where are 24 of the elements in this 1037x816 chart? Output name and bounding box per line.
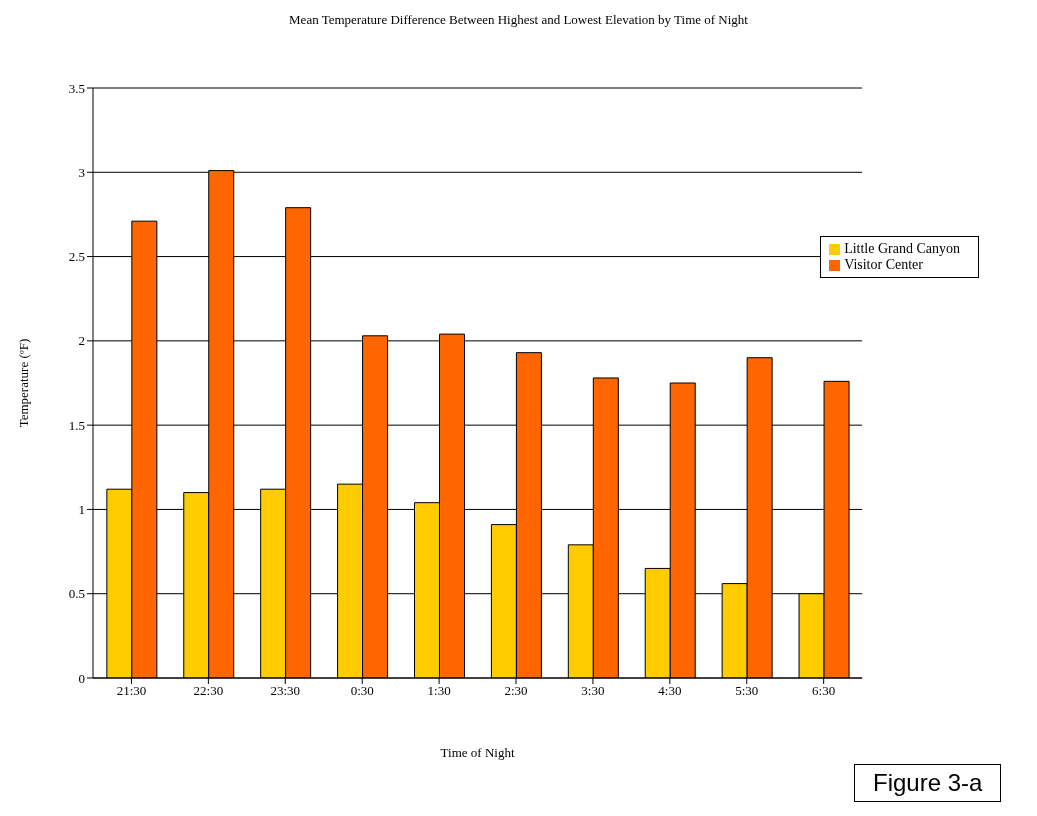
y-axis-title: Temperature (ºF) xyxy=(15,338,31,428)
x-tick-label: 0:30 xyxy=(350,683,374,699)
legend-label: Visitor Center xyxy=(844,257,923,272)
legend-label: Little Grand Canyon xyxy=(844,241,960,256)
x-tick-label: 2:30 xyxy=(504,683,528,699)
y-tick-label: 1 xyxy=(78,502,85,518)
y-tick-label: 3.5 xyxy=(68,80,85,96)
x-tick-label: 21:30 xyxy=(116,683,147,699)
x-tick-label: 6:30 xyxy=(812,683,836,699)
x-tick-label: 3:30 xyxy=(581,683,605,699)
x-tick-label: 1:30 xyxy=(427,683,451,699)
x-tick-label: 22:30 xyxy=(193,683,224,699)
y-tick-label: 3 xyxy=(78,164,85,180)
y-tick-label: 0 xyxy=(78,670,85,686)
x-axis-title: Time of Night xyxy=(440,745,515,761)
y-tick-label: 1.5 xyxy=(68,417,85,433)
chart-title: Mean Temperature Difference Between Highest and Lowest Elevation by Time of Night xyxy=(288,12,749,28)
x-tick-label: 5:30 xyxy=(735,683,759,699)
caption: Figure 3-a xyxy=(854,764,1002,802)
x-tick-label: 23:30 xyxy=(270,683,301,699)
y-tick-label: 2 xyxy=(78,333,85,349)
y-tick-label: 0.5 xyxy=(68,586,85,602)
y-tick-label: 2.5 xyxy=(68,249,85,265)
x-tick-label: 4:30 xyxy=(658,683,682,699)
